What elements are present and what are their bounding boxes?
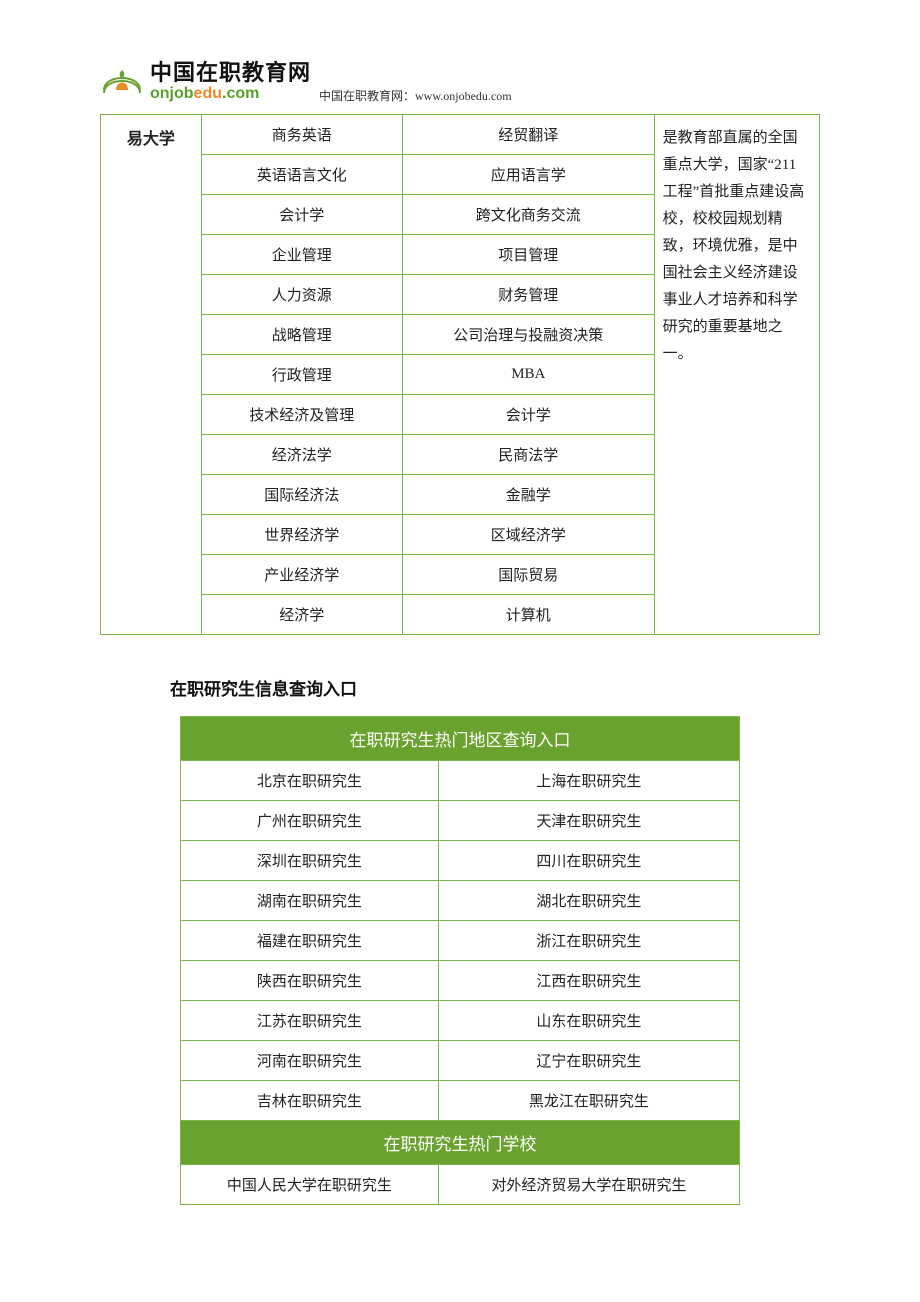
region-row: 江苏在职研究生山东在职研究生 [181,1001,740,1041]
spec-col1: 经济学 [201,595,402,635]
region-right[interactable]: 上海在职研究生 [438,761,739,801]
region-left[interactable]: 广州在职研究生 [181,801,439,841]
logo-text: 中国在职教育网 onjobedu.com [150,61,311,103]
spec-col1: 产业经济学 [201,555,402,595]
region-row: 福建在职研究生浙江在职研究生 [181,921,740,961]
spec-col1: 商务英语 [201,115,402,155]
region-row: 广州在职研究生天津在职研究生 [181,801,740,841]
spec-col1: 国际经济法 [201,475,402,515]
region-left[interactable]: 湖南在职研究生 [181,881,439,921]
region-left[interactable]: 福建在职研究生 [181,921,439,961]
spec-col2: 应用语言学 [402,155,654,195]
table-row: 易大学商务英语经贸翻译是教育部直属的全国重点大学，国家“211 工程”首批重点建… [101,115,820,155]
logo-subtitle: onjobedu.com [150,85,311,103]
region-right[interactable]: 山东在职研究生 [438,1001,739,1041]
region-row: 陕西在职研究生江西在职研究生 [181,961,740,1001]
logo-sub-green: onjob [150,85,194,102]
regions-header-cell: 在职研究生热门地区查询入口 [181,717,740,761]
spec-col2: 公司治理与投融资决策 [402,315,654,355]
region-right[interactable]: 江西在职研究生 [438,961,739,1001]
region-left[interactable]: 吉林在职研究生 [181,1081,439,1121]
spec-col1: 英语语言文化 [201,155,402,195]
logo-sub-orange: edu [194,85,222,102]
university-description: 是教育部直属的全国重点大学，国家“211 工程”首批重点建设高校，校校园规划精致… [654,115,819,635]
spec-col2: 财务管理 [402,275,654,315]
page-header: 中国在职教育网 onjobedu.com 中国在职教育网：www.onjobed… [100,60,820,104]
university-cell: 易大学 [101,115,202,635]
section-title: 在职研究生信息查询入口 [170,675,820,700]
region-right[interactable]: 对外经济贸易大学在职研究生 [438,1165,739,1205]
spec-col2: 民商法学 [402,435,654,475]
spec-col1: 世界经济学 [201,515,402,555]
spec-col2: 金融学 [402,475,654,515]
regions-table: 在职研究生热门地区查询入口北京在职研究生上海在职研究生广州在职研究生天津在职研究… [180,716,740,1205]
spec-col1: 战略管理 [201,315,402,355]
region-right[interactable]: 四川在职研究生 [438,841,739,881]
spec-col2: 跨文化商务交流 [402,195,654,235]
spec-col2: 国际贸易 [402,555,654,595]
spec-col1: 行政管理 [201,355,402,395]
schools-header-cell: 在职研究生热门学校 [181,1121,740,1165]
school-row: 中国人民大学在职研究生对外经济贸易大学在职研究生 [181,1165,740,1205]
page: 中国在职教育网 onjobedu.com 中国在职教育网：www.onjobed… [0,0,920,1245]
spec-col2: 计算机 [402,595,654,635]
region-left[interactable]: 北京在职研究生 [181,761,439,801]
spec-col2: 区域经济学 [402,515,654,555]
region-left[interactable]: 陕西在职研究生 [181,961,439,1001]
region-row: 湖南在职研究生湖北在职研究生 [181,881,740,921]
region-row: 河南在职研究生辽宁在职研究生 [181,1041,740,1081]
logo-sub-green2: .com [222,85,259,102]
schools-header: 在职研究生热门学校 [181,1121,740,1165]
spec-col2: 经贸翻译 [402,115,654,155]
region-left[interactable]: 中国人民大学在职研究生 [181,1165,439,1205]
logo-title: 中国在职教育网 [150,61,311,85]
spec-col1: 人力资源 [201,275,402,315]
logo-icon [100,60,144,104]
spec-col1: 会计学 [201,195,402,235]
region-left[interactable]: 江苏在职研究生 [181,1001,439,1041]
specialties-table: 易大学商务英语经贸翻译是教育部直属的全国重点大学，国家“211 工程”首批重点建… [100,114,820,635]
region-right[interactable]: 湖北在职研究生 [438,881,739,921]
region-row: 深圳在职研究生四川在职研究生 [181,841,740,881]
spec-col1: 经济法学 [201,435,402,475]
site-caption: 中国在职教育网：www.onjobedu.com [319,87,512,104]
spec-col2: MBA [402,355,654,395]
region-row: 北京在职研究生上海在职研究生 [181,761,740,801]
region-left[interactable]: 深圳在职研究生 [181,841,439,881]
regions-header: 在职研究生热门地区查询入口 [181,717,740,761]
region-left[interactable]: 河南在职研究生 [181,1041,439,1081]
spec-col2: 项目管理 [402,235,654,275]
spec-col2: 会计学 [402,395,654,435]
spec-col1: 技术经济及管理 [201,395,402,435]
region-right[interactable]: 辽宁在职研究生 [438,1041,739,1081]
region-right[interactable]: 天津在职研究生 [438,801,739,841]
spec-col1: 企业管理 [201,235,402,275]
site-logo: 中国在职教育网 onjobedu.com [100,60,311,104]
region-right[interactable]: 浙江在职研究生 [438,921,739,961]
region-row: 吉林在职研究生黑龙江在职研究生 [181,1081,740,1121]
region-right[interactable]: 黑龙江在职研究生 [438,1081,739,1121]
